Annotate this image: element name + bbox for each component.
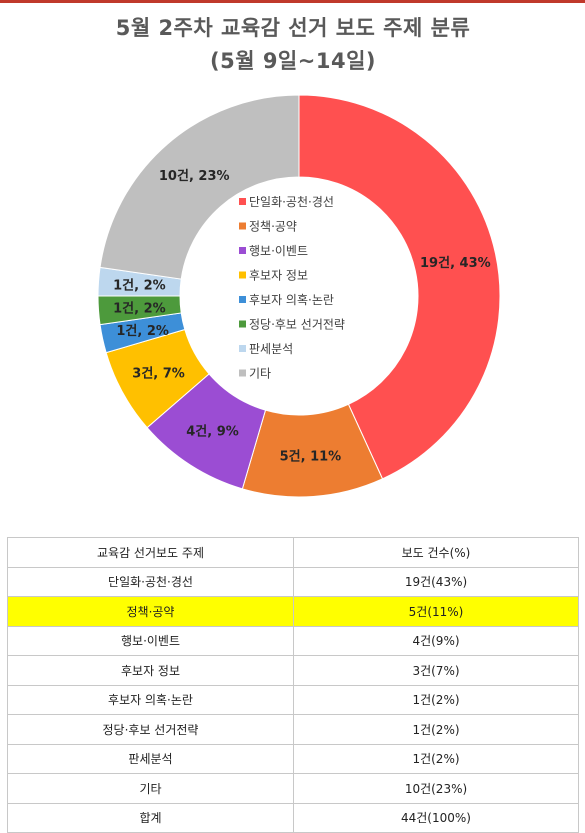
legend-label: 정당·후보 선거전략 — [249, 318, 345, 332]
data-label: 19건, 43% — [420, 255, 491, 271]
legend-swatch — [239, 369, 246, 377]
donut-chart: 19건, 43% 5건, 11% 4건, 9% 3건, 7% 1건, 2% 1건, 2% 1… — [97, 94, 501, 498]
table-cell-count: 1건(2%) — [293, 714, 579, 745]
legend-swatch — [239, 345, 246, 352]
legend-swatch — [239, 222, 246, 230]
legend-swatch — [239, 198, 246, 205]
table-cell-topic: 후보자 정보 — [7, 655, 294, 686]
table-row: 정책·공약 5건(11%) — [7, 596, 579, 627]
table-cell-count: 5건(11%) — [293, 596, 579, 627]
table-cell-count: 19건(43%) — [293, 566, 579, 597]
data-label: 3건, 7% — [132, 366, 185, 382]
table-cell-topic: 정책·공약 — [7, 596, 294, 627]
data-label: 10건, 23% — [159, 168, 230, 184]
donut-slice — [99, 94, 300, 280]
top-rule — [0, 0, 585, 3]
summary-table: 교육감 선거보도 주제 보도 건수(%) 단일화·공천·경선 19건(43%) 정책… — [7, 537, 579, 833]
table-row: 후보자 의혹·논란 1건(2%) — [7, 684, 579, 715]
table-header-row: 교육감 선거보도 주제 보도 건수(%) — [7, 537, 579, 568]
table-header-count: 보도 건수(%) — [293, 537, 579, 568]
data-label: 5건, 11% — [280, 449, 342, 465]
legend-swatch — [239, 320, 246, 328]
data-label: 1건, 2% — [116, 323, 169, 339]
data-label: 1건, 2% — [113, 278, 166, 294]
legend-label: 후보자 정보 — [249, 269, 308, 283]
chart-area: 5월 2주차 교육감 선거 보도 주제 분류 (5월 9일~14일) 19건, … — [7, 4, 579, 536]
legend-swatch — [239, 247, 246, 254]
table-row: 행보·이벤트 4건(9%) — [7, 625, 579, 656]
table-row: 합계 44건(100%) — [7, 802, 579, 833]
chart-subtitle: (5월 9일~14일) — [209, 49, 376, 73]
legend-label: 후보자 의혹·논란 — [249, 293, 334, 307]
table-row: 정당·후보 선거전략 1건(2%) — [7, 714, 579, 745]
legend-label: 행보·이벤트 — [249, 243, 308, 258]
table-header-topic: 교육감 선거보도 주제 — [7, 537, 294, 568]
legend-label: 단일화·공천·경선 — [249, 194, 334, 209]
table-cell-topic: 단일화·공천·경선 — [7, 566, 294, 597]
table-cell-count: 3건(7%) — [293, 655, 579, 686]
table-cell-count: 44건(100%) — [293, 802, 579, 833]
table-cell-count: 1건(2%) — [293, 743, 579, 774]
table-row: 후보자 정보 3건(7%) — [7, 655, 579, 686]
table-cell-topic: 판세분석 — [7, 743, 294, 774]
legend-swatch — [239, 271, 246, 279]
table-cell-count: 1건(2%) — [293, 684, 579, 715]
table-cell-topic: 후보자 의혹·논란 — [7, 684, 294, 715]
table-cell-count: 10건(23%) — [293, 773, 579, 804]
legend-swatch — [239, 296, 246, 303]
table-row: 단일화·공천·경선 19건(43%) — [7, 566, 579, 597]
data-label: 4건, 9% — [186, 424, 239, 440]
legend-label: 판세분석 — [249, 342, 293, 356]
donut-slice — [298, 94, 501, 480]
table-cell-topic: 정당·후보 선거전략 — [7, 714, 294, 745]
table-row: 기타 10건(23%) — [7, 773, 579, 804]
table-cell-topic: 기타 — [7, 773, 294, 804]
table-cell-topic: 합계 — [7, 802, 294, 833]
table-row: 판세분석 1건(2%) — [7, 743, 579, 774]
table-cell-topic: 행보·이벤트 — [7, 625, 294, 656]
legend-label: 기타 — [249, 367, 271, 381]
table-cell-count: 4건(9%) — [293, 625, 579, 656]
chart-title: 5월 2주차 교육감 선거 보도 주제 분류 — [115, 16, 471, 40]
data-label: 1건, 2% — [113, 300, 166, 316]
legend-label: 정책·공약 — [249, 219, 297, 234]
